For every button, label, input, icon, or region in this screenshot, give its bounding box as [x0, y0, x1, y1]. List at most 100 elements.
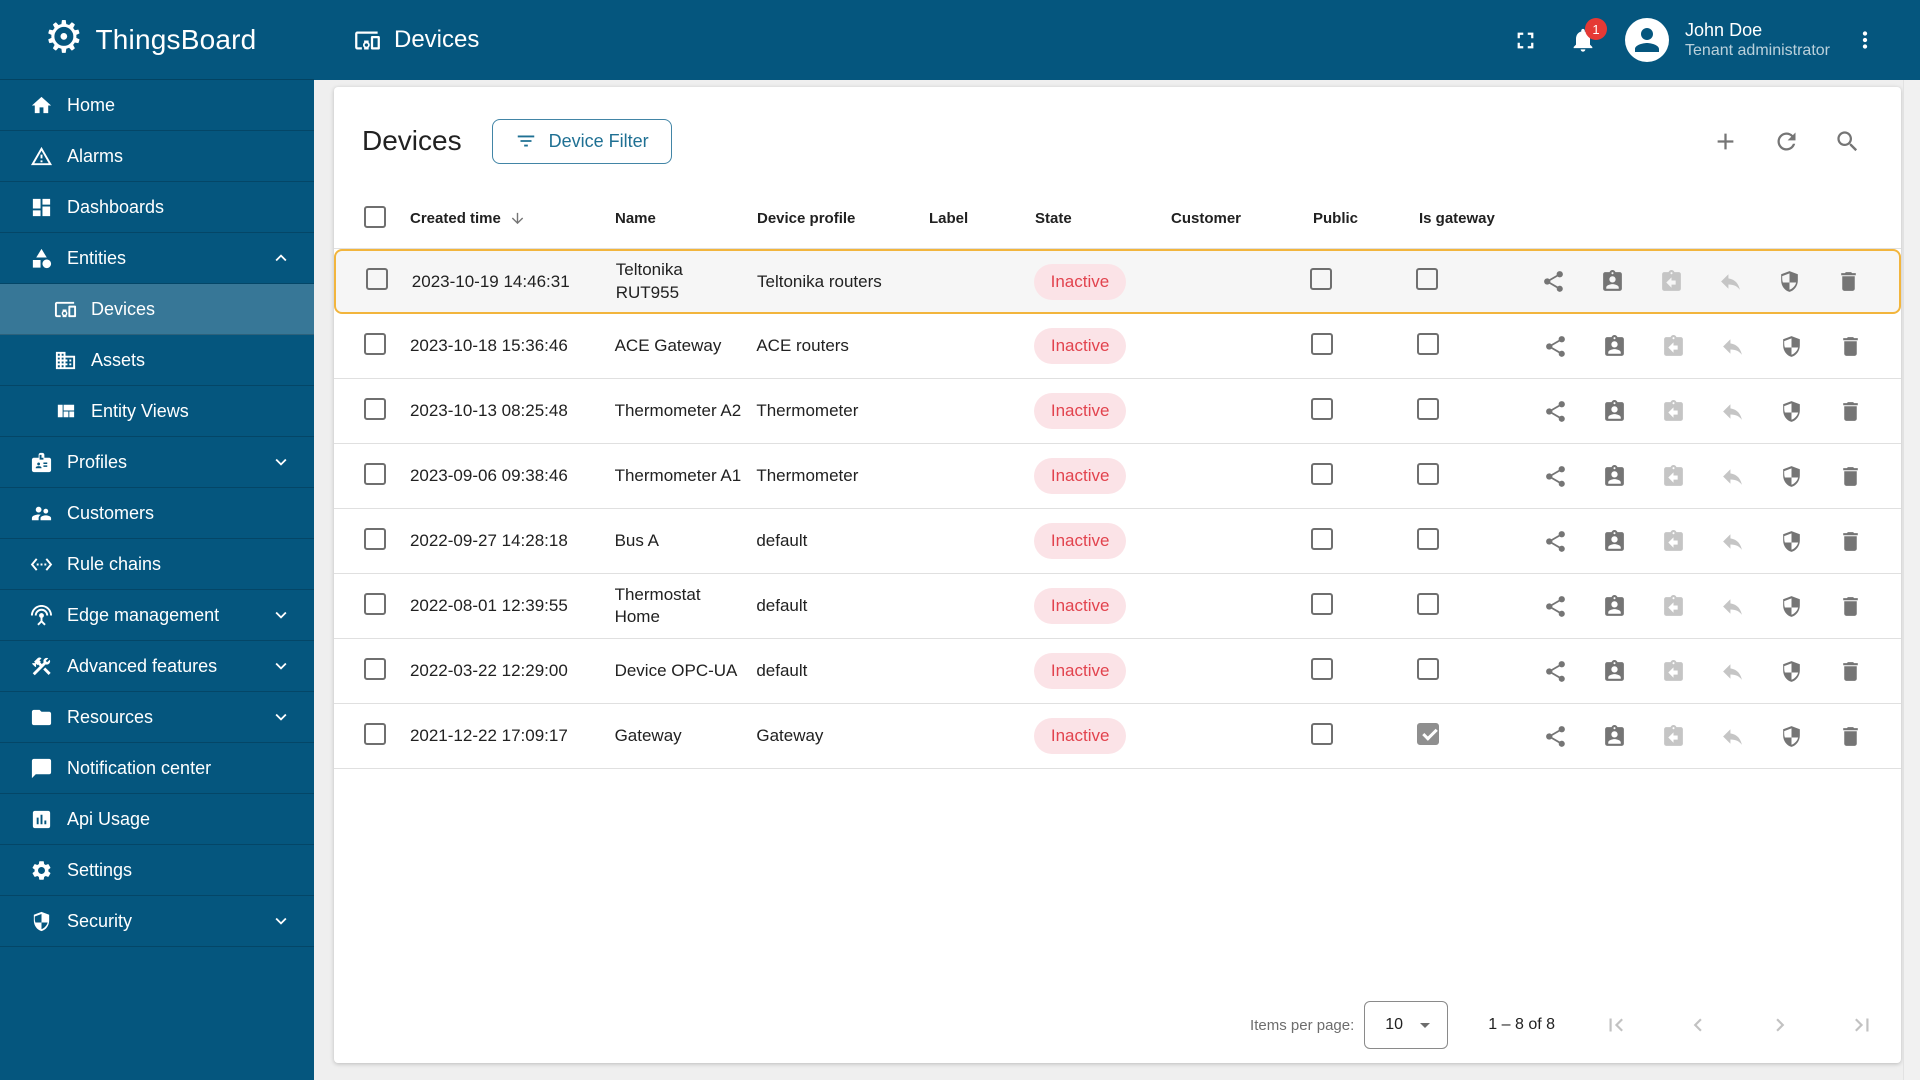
delete-device-button[interactable] — [1838, 594, 1863, 619]
row-checkbox[interactable] — [364, 462, 386, 485]
more-menu-button[interactable] — [1852, 27, 1878, 53]
table-row[interactable]: 2022-08-01 12:39:55 Thermostat Home defa… — [334, 574, 1901, 639]
previous-page-button[interactable] — [1685, 1012, 1711, 1038]
manage-credentials-button[interactable] — [1779, 334, 1804, 359]
sidebar-item-settings[interactable]: Settings — [0, 845, 314, 896]
assign-to-customer-button[interactable] — [1602, 334, 1627, 359]
column-header-created-time[interactable]: Created time — [410, 210, 615, 227]
make-private-button[interactable] — [1718, 269, 1743, 294]
sidebar-item-customers[interactable]: Customers — [0, 488, 314, 539]
next-page-button[interactable] — [1767, 1012, 1793, 1038]
row-checkbox[interactable] — [364, 722, 386, 745]
table-row[interactable]: 2021-12-22 17:09:17 Gateway Gateway Inac… — [334, 704, 1901, 769]
fullscreen-button[interactable] — [1512, 27, 1539, 54]
make-private-button[interactable] — [1720, 464, 1745, 489]
column-header-customer[interactable]: Customer — [1171, 210, 1242, 227]
row-checkbox[interactable] — [364, 332, 386, 355]
first-page-button[interactable] — [1603, 1012, 1629, 1038]
make-private-button[interactable] — [1720, 659, 1745, 684]
make-private-button[interactable] — [1720, 724, 1745, 749]
unassign-from-customer-button[interactable] — [1661, 659, 1686, 684]
gateway-checkbox[interactable] — [1415, 268, 1438, 290]
sidebar-item-home[interactable]: Home — [0, 80, 314, 131]
assign-to-customer-button[interactable] — [1600, 269, 1625, 294]
row-checkbox[interactable] — [364, 527, 386, 550]
row-checkbox[interactable] — [364, 592, 386, 615]
table-row[interactable]: 2023-10-19 14:46:31 Teltonika RUT955 Tel… — [334, 249, 1901, 314]
gateway-checkbox[interactable] — [1417, 462, 1440, 485]
public-checkbox[interactable] — [1311, 462, 1334, 485]
assign-to-customer-button[interactable] — [1602, 594, 1627, 619]
delete-device-button[interactable] — [1838, 399, 1863, 424]
gateway-checkbox[interactable] — [1417, 592, 1440, 615]
assign-to-customer-button[interactable] — [1602, 399, 1627, 424]
make-public-button[interactable] — [1543, 529, 1568, 554]
public-checkbox[interactable] — [1311, 527, 1334, 550]
make-public-button[interactable] — [1543, 464, 1568, 489]
delete-device-button[interactable] — [1838, 659, 1863, 684]
vertical-scrollbar[interactable] — [1903, 80, 1920, 1080]
column-header-public[interactable]: Public — [1313, 210, 1359, 227]
sidebar-item-entities[interactable]: Entities — [0, 233, 314, 284]
table-row[interactable]: 2022-03-22 12:29:00 Device OPC-UA defaul… — [334, 639, 1901, 704]
public-checkbox[interactable] — [1311, 722, 1334, 745]
make-public-button[interactable] — [1543, 594, 1568, 619]
sidebar-item-edge-management[interactable]: Edge management — [0, 590, 314, 641]
make-public-button[interactable] — [1543, 399, 1568, 424]
sidebar-item-api-usage[interactable]: Api Usage — [0, 794, 314, 845]
search-button[interactable] — [1834, 128, 1861, 155]
row-checkbox[interactable] — [364, 657, 386, 680]
make-private-button[interactable] — [1720, 529, 1745, 554]
assign-to-customer-button[interactable] — [1602, 724, 1627, 749]
delete-device-button[interactable] — [1836, 269, 1861, 294]
column-header-state[interactable]: State — [1035, 210, 1072, 227]
table-row[interactable]: 2023-10-13 08:25:48 Thermometer A2 Therm… — [334, 379, 1901, 444]
user-menu[interactable]: John Doe Tenant administrator — [1685, 19, 1830, 62]
sidebar-item-assets[interactable]: Assets — [0, 335, 314, 386]
manage-credentials-button[interactable] — [1777, 269, 1802, 294]
sidebar-item-rule-chains[interactable]: Rule chains — [0, 539, 314, 590]
sidebar-item-dashboards[interactable]: Dashboards — [0, 182, 314, 233]
manage-credentials-button[interactable] — [1779, 399, 1804, 424]
sidebar-item-notification-center[interactable]: Notification center — [0, 743, 314, 794]
sidebar-item-profiles[interactable]: Profiles — [0, 437, 314, 488]
column-header-name[interactable]: Name — [615, 209, 656, 227]
avatar[interactable] — [1625, 18, 1670, 62]
assign-to-customer-button[interactable] — [1602, 529, 1627, 554]
unassign-from-customer-button[interactable] — [1661, 464, 1686, 489]
unassign-from-customer-button[interactable] — [1661, 724, 1686, 749]
make-private-button[interactable] — [1720, 399, 1745, 424]
sidebar-item-alarms[interactable]: Alarms — [0, 131, 314, 182]
device-filter-button[interactable]: Device Filter — [491, 118, 672, 164]
sidebar-item-devices[interactable]: Devices — [0, 284, 314, 335]
public-checkbox[interactable] — [1311, 592, 1334, 615]
table-row[interactable]: 2022-09-27 14:28:18 Bus A default Inacti… — [334, 509, 1901, 574]
delete-device-button[interactable] — [1838, 464, 1863, 489]
manage-credentials-button[interactable] — [1779, 594, 1804, 619]
add-device-button[interactable] — [1712, 128, 1739, 155]
select-all-checkbox[interactable] — [364, 205, 386, 228]
column-header-label[interactable]: Label — [929, 210, 969, 227]
public-checkbox[interactable] — [1311, 657, 1334, 680]
manage-credentials-button[interactable] — [1779, 724, 1804, 749]
unassign-from-customer-button[interactable] — [1661, 529, 1686, 554]
public-checkbox[interactable] — [1311, 397, 1334, 420]
manage-credentials-button[interactable] — [1779, 529, 1804, 554]
refresh-button[interactable] — [1773, 128, 1800, 155]
items-per-page-select[interactable]: 10 — [1364, 1001, 1449, 1049]
app-logo[interactable]: ⚙ ThingsBoard — [0, 0, 314, 80]
gateway-checkbox[interactable] — [1417, 527, 1440, 550]
gateway-checkbox[interactable] — [1417, 722, 1440, 745]
gateway-checkbox[interactable] — [1417, 657, 1440, 680]
table-row[interactable]: 2023-09-06 09:38:46 Thermometer A1 Therm… — [334, 444, 1901, 509]
unassign-from-customer-button[interactable] — [1661, 399, 1686, 424]
gateway-checkbox[interactable] — [1417, 397, 1440, 420]
public-checkbox[interactable] — [1311, 332, 1334, 355]
make-public-button[interactable] — [1541, 269, 1566, 294]
public-checkbox[interactable] — [1310, 268, 1333, 290]
unassign-from-customer-button[interactable] — [1661, 334, 1686, 359]
assign-to-customer-button[interactable] — [1602, 659, 1627, 684]
notifications-button[interactable]: 1 — [1569, 18, 1608, 54]
last-page-button[interactable] — [1849, 1012, 1875, 1038]
make-private-button[interactable] — [1720, 334, 1745, 359]
